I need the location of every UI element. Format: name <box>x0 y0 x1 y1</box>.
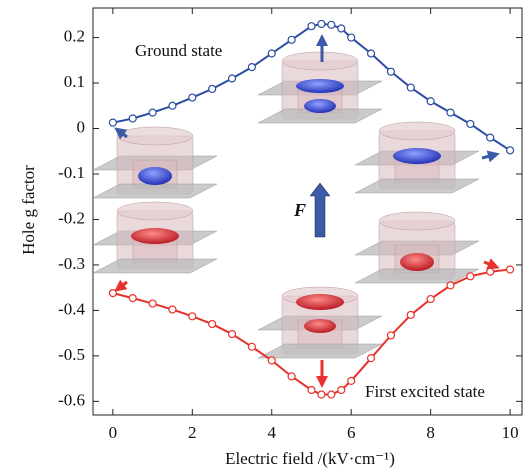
y-tick-label: 0.1 <box>64 72 85 91</box>
data-point <box>486 267 495 276</box>
y-tick-label: -0.4 <box>58 299 85 318</box>
data-point <box>247 63 256 72</box>
data-point <box>486 133 495 142</box>
data-point <box>108 118 117 127</box>
data-point <box>327 390 336 399</box>
data-point <box>337 24 346 33</box>
data-point <box>188 93 197 102</box>
data-point <box>287 35 296 44</box>
data-point <box>337 385 346 395</box>
data-point <box>386 67 396 76</box>
y-tick-label: -0.5 <box>58 345 85 364</box>
y-tick-label: 0.2 <box>64 26 85 45</box>
x-tick-label: 4 <box>268 423 277 442</box>
data-point <box>188 312 197 321</box>
data-point <box>406 310 415 320</box>
x-tick-label: 10 <box>502 423 519 442</box>
y-tick-label: 0 <box>77 117 86 136</box>
data-point <box>406 83 415 92</box>
data-point <box>505 146 515 155</box>
data-point <box>386 331 396 340</box>
data-point <box>366 49 376 58</box>
series-label: First excited state <box>365 382 485 401</box>
data-point <box>505 265 515 274</box>
data-point <box>168 305 177 314</box>
data-point <box>317 19 326 29</box>
data-point <box>148 108 157 117</box>
data-point <box>446 108 455 117</box>
x-axis-label: Electric field /(kV·cm⁻¹) <box>225 449 395 468</box>
data-point <box>267 49 276 58</box>
y-axis-label: Hole g factor <box>19 165 38 255</box>
x-tick-label: 2 <box>188 423 197 442</box>
data-point <box>128 114 137 123</box>
inset-illustration <box>92 51 480 359</box>
x-tick-label: 0 <box>109 423 118 442</box>
data-point <box>108 289 117 298</box>
data-point <box>227 74 237 83</box>
data-point <box>307 385 316 395</box>
field-label: F <box>293 200 306 220</box>
y-tick-label: -0.2 <box>58 208 85 227</box>
data-point <box>466 119 475 129</box>
data-point <box>466 272 475 281</box>
data-point <box>148 299 157 308</box>
plot-frame <box>92 7 523 416</box>
data-point <box>168 101 177 110</box>
data-point <box>347 376 356 385</box>
data-point <box>446 281 455 290</box>
data-point <box>247 342 256 351</box>
y-tick-label: -0.6 <box>58 390 85 409</box>
data-point <box>227 329 237 339</box>
data-point <box>267 356 276 365</box>
data-point <box>426 97 435 106</box>
arrows <box>114 34 500 388</box>
series-label: Ground state <box>135 41 222 60</box>
data-point <box>208 319 217 329</box>
data-point <box>128 294 137 303</box>
data-point <box>208 84 217 94</box>
y-tick-label: -0.1 <box>58 163 85 182</box>
data-point <box>317 390 326 399</box>
data-point <box>307 22 316 31</box>
data-point <box>327 20 336 29</box>
y-tick-label: -0.3 <box>58 254 85 273</box>
data-point <box>347 33 356 42</box>
x-tick-label: 6 <box>347 423 356 442</box>
data-point <box>287 372 296 381</box>
data-point <box>366 354 376 363</box>
data-point <box>426 294 435 304</box>
x-tick-label: 8 <box>426 423 435 442</box>
